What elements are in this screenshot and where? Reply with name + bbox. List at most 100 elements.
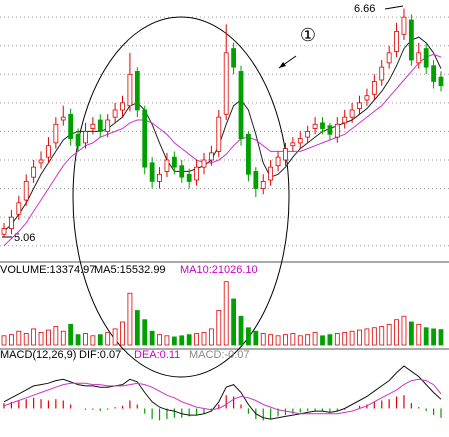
volume-bar (305, 334, 311, 346)
volume-bar (46, 329, 51, 346)
volume-bar (142, 319, 148, 346)
volume-bar (112, 328, 118, 346)
candle-body (268, 166, 274, 181)
volume-bar (23, 333, 29, 346)
candle-body (275, 156, 281, 167)
candle-body (342, 116, 348, 124)
candle-body (127, 73, 133, 107)
candle-body (320, 122, 325, 129)
volume-bar (149, 330, 155, 346)
volume-bar (231, 298, 237, 346)
volume-bar (127, 292, 133, 346)
volume-bar (60, 330, 66, 346)
volume-bar (260, 333, 266, 346)
volume-bar (283, 334, 288, 346)
candle-body (171, 156, 177, 168)
candle-body (75, 133, 81, 147)
volume-bar (342, 331, 348, 346)
candle-body (46, 145, 51, 158)
candle-body (423, 48, 429, 68)
candle-body (201, 159, 207, 168)
volume-bar (320, 335, 325, 346)
volume-bar (75, 334, 81, 346)
volume-bar (223, 281, 229, 346)
volume-bar (312, 331, 318, 346)
candle-body (97, 119, 103, 132)
dea-line (3, 378, 442, 415)
volume-bar (408, 321, 414, 346)
volume-bar (31, 328, 37, 346)
volume-bar (357, 329, 362, 346)
volume-legend: MA5:15532.99 (94, 264, 166, 276)
candle-body (238, 71, 244, 139)
candle-body (297, 138, 303, 144)
volume-bar (290, 333, 296, 346)
candle-body (290, 142, 296, 147)
volume-bar (83, 333, 88, 346)
macd-legend: DIF:0.07 (79, 349, 121, 361)
candle-body (194, 166, 199, 181)
candle-body (68, 113, 74, 139)
candle-body (305, 131, 311, 138)
volume-bar (179, 335, 185, 346)
candle-body (312, 123, 318, 129)
candle-body (246, 133, 251, 175)
volume-bar (171, 336, 177, 346)
arrow-head (279, 62, 286, 68)
candle-body (60, 116, 66, 121)
high-pointer (384, 5, 404, 10)
candle-body (260, 181, 266, 189)
candle-body (431, 65, 436, 82)
volume-bar (68, 323, 74, 346)
volume-bar (97, 334, 103, 346)
volume-bar (246, 327, 251, 346)
candle-body (223, 52, 229, 115)
volume-bar (438, 329, 444, 346)
volume-bar (157, 334, 162, 346)
volume-bar (327, 334, 333, 346)
volume-bar (268, 334, 274, 346)
candle-body (134, 71, 140, 111)
candle-body (31, 166, 37, 178)
macd-legend: MACD:-0.07 (189, 349, 250, 361)
macd-legend: DEA:0.11 (134, 349, 180, 361)
candle-body (438, 76, 444, 87)
candle-body (112, 109, 118, 118)
volume-bar (194, 333, 199, 346)
candle-body (253, 171, 259, 189)
volume-bar (349, 330, 355, 346)
candle-body (83, 131, 88, 144)
volume-bar (164, 335, 170, 346)
candle-body (157, 173, 162, 182)
volume-bar (238, 315, 244, 346)
volume-bar (394, 319, 399, 346)
marker-label: ① (300, 25, 316, 45)
volume-bar (423, 327, 429, 346)
candle-body (105, 119, 111, 132)
volume-bar (38, 331, 44, 346)
candle-body (216, 116, 222, 152)
candle-body (23, 181, 29, 201)
volume-bar (1, 335, 7, 346)
candle-body (371, 81, 377, 95)
volume-bar (105, 331, 111, 346)
volume-bar (379, 326, 385, 346)
candle-body (401, 16, 407, 35)
candle-body (327, 125, 333, 135)
volume-bar (386, 323, 392, 346)
candle-body (334, 123, 340, 138)
candle-body (379, 66, 385, 81)
volume-legend: MA10:21026.10 (180, 264, 258, 276)
highlight-ellipse (72, 16, 290, 378)
candle-body (53, 123, 59, 144)
volume-bar (275, 335, 281, 346)
volume-bar (208, 328, 214, 346)
moving-average (3, 53, 442, 247)
high-label: 6.66 (354, 3, 375, 15)
volume-bar (334, 333, 340, 346)
volume-bar (297, 335, 303, 346)
volume-bar (253, 330, 259, 346)
candle-body (386, 52, 392, 64)
candle-body (208, 152, 214, 161)
